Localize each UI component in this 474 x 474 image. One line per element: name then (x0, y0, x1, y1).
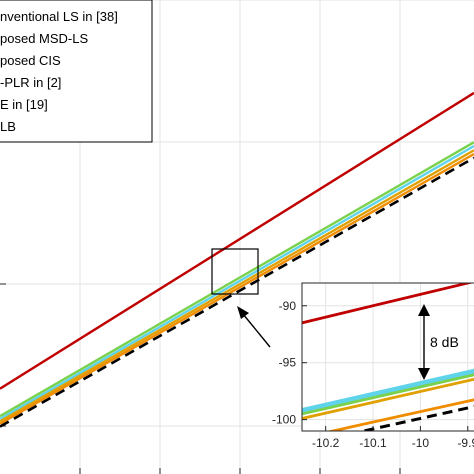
inset-x-tick-label-1: -10.1 (359, 436, 387, 450)
zoom-arrow-head (237, 306, 249, 319)
inset-panel: -10.2 -10.1 -10 -9.9 -90 -95 -100 8 dB (272, 282, 474, 450)
inset-ticks (302, 305, 469, 431)
inset-series-line-0 (302, 283, 474, 325)
legend-entry-2: posed CIS (0, 53, 61, 68)
inset-series (302, 283, 474, 431)
main-series-line-2 (0, 144, 474, 421)
inset-series-line-1 (302, 368, 474, 413)
legend-entry-4: E in [19] (0, 97, 48, 112)
gap-annotation: 8 dB (430, 334, 459, 350)
legend: nventional LS in [38] posed MSD-LS posed… (0, 0, 153, 143)
inset-y-tick-label-1: -95 (279, 356, 297, 370)
inset-tick-labels: -10.2 -10.1 -10 -9.9 -90 -95 -100 (272, 299, 474, 450)
zoom-arrow-line (242, 313, 271, 348)
inset-frame (301, 282, 474, 432)
inset-series-line-3 (302, 377, 474, 420)
legend-entry-1: posed MSD-LS (0, 31, 88, 46)
inset-x-tick-label-2: -10 (412, 436, 430, 450)
inset-series-line-4 (326, 398, 474, 431)
legend-entry-5: LB (0, 119, 16, 134)
main-series-line-5 (0, 156, 474, 428)
legend-entry-0: nventional LS in [38] (0, 9, 118, 24)
gap-arrow-head-top (418, 304, 430, 316)
inset-grid (302, 283, 474, 431)
main-series (0, 91, 474, 428)
gap-arrow-head-bottom (418, 368, 430, 380)
inset-y-tick-label-0: -90 (279, 299, 297, 313)
legend-box (0, 0, 153, 143)
main-series-line-4 (0, 153, 474, 425)
legend-entry-3: -PLR in [2] (0, 75, 61, 90)
inset-x-tick-label-0: -10.2 (312, 436, 340, 450)
inset-series-line-2 (302, 373, 474, 416)
main-series-line-1 (0, 141, 474, 418)
main-series-line-3 (0, 149, 474, 423)
inset-y-tick-label-2: -100 (272, 413, 296, 427)
main-series-line-0 (0, 91, 474, 390)
inset-x-tick-label-3: -9.9 (457, 436, 474, 450)
zoom-box (211, 248, 259, 295)
inset-series-line-5 (356, 405, 474, 431)
